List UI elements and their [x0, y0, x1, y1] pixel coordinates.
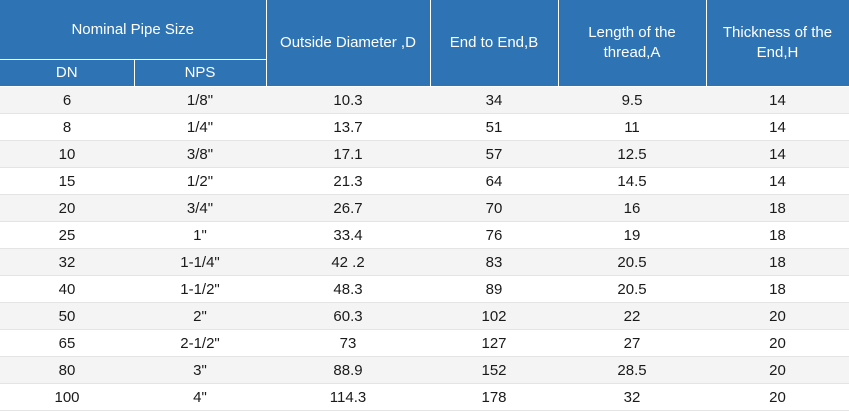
- cell-outside-diameter: 13.7: [266, 113, 430, 141]
- cell-nps: 2": [134, 302, 266, 330]
- table-row: 50 2" 60.3 102 22 20: [0, 302, 849, 330]
- cell-outside-diameter: 26.7: [266, 194, 430, 222]
- cell-outside-diameter: 48.3: [266, 275, 430, 303]
- cell-dn: 32: [0, 248, 134, 276]
- cell-end-to-end: 70: [430, 194, 558, 222]
- header-end-to-end: End to End,B: [430, 0, 559, 87]
- cell-thread-length: 32: [558, 383, 706, 411]
- cell-outside-diameter: 60.3: [266, 302, 430, 330]
- cell-thread-length: 16: [558, 194, 706, 222]
- cell-thickness: 14: [706, 113, 849, 141]
- table-row: 8 1/4" 13.7 51 11 14: [0, 113, 849, 141]
- cell-end-to-end: 127: [430, 329, 558, 357]
- header-dn: DN: [0, 59, 135, 87]
- cell-nps: 3": [134, 356, 266, 384]
- cell-end-to-end: 76: [430, 221, 558, 249]
- cell-outside-diameter: 33.4: [266, 221, 430, 249]
- table-row: 80 3" 88.9 152 28.5 20: [0, 356, 849, 384]
- cell-thickness: 20: [706, 383, 849, 411]
- cell-dn: 10: [0, 140, 134, 168]
- cell-thread-length: 28.5: [558, 356, 706, 384]
- cell-dn: 100: [0, 383, 134, 411]
- cell-dn: 65: [0, 329, 134, 357]
- cell-thickness: 14: [706, 140, 849, 168]
- header-outside-diameter: Outside Diameter ,D: [266, 0, 431, 87]
- table-row: 40 1-1/2" 48.3 89 20.5 18: [0, 275, 849, 303]
- cell-outside-diameter: 21.3: [266, 167, 430, 195]
- cell-dn: 50: [0, 302, 134, 330]
- table-row: 6 1/8" 10.3 34 9.5 14: [0, 86, 849, 114]
- cell-thread-length: 9.5: [558, 86, 706, 114]
- cell-thread-length: 27: [558, 329, 706, 357]
- table-row: 100 4" 114.3 178 32 20: [0, 383, 849, 411]
- header-nominal-pipe-size: Nominal Pipe Size: [0, 0, 267, 60]
- header-nps: NPS: [134, 59, 267, 87]
- cell-end-to-end: 178: [430, 383, 558, 411]
- cell-thickness: 14: [706, 167, 849, 195]
- cell-thread-length: 22: [558, 302, 706, 330]
- cell-thickness: 18: [706, 194, 849, 222]
- cell-dn: 80: [0, 356, 134, 384]
- table-row: 65 2-1/2" 73 127 27 20: [0, 329, 849, 357]
- cell-dn: 6: [0, 86, 134, 114]
- table-row: 32 1-1/4" 42 .2 83 20.5 18: [0, 248, 849, 276]
- cell-nps: 1/2": [134, 167, 266, 195]
- header-thickness: Thickness of the End,H: [706, 0, 849, 87]
- cell-thread-length: 20.5: [558, 275, 706, 303]
- table-row: 20 3/4" 26.7 70 16 18: [0, 194, 849, 222]
- cell-outside-diameter: 73: [266, 329, 430, 357]
- cell-thickness: 18: [706, 221, 849, 249]
- cell-end-to-end: 152: [430, 356, 558, 384]
- table-row: 15 1/2" 21.3 64 14.5 14: [0, 167, 849, 195]
- cell-dn: 15: [0, 167, 134, 195]
- cell-outside-diameter: 114.3: [266, 383, 430, 411]
- header-row-top: Nominal Pipe Size Outside Diameter ,D En…: [0, 0, 849, 87]
- cell-nps: 1-1/2": [134, 275, 266, 303]
- cell-thickness: 20: [706, 356, 849, 384]
- cell-nps: 1-1/4": [134, 248, 266, 276]
- cell-thread-length: 12.5: [558, 140, 706, 168]
- cell-end-to-end: 102: [430, 302, 558, 330]
- cell-end-to-end: 51: [430, 113, 558, 141]
- table-row: 25 1" 33.4 76 19 18: [0, 221, 849, 249]
- cell-nps: 3/8": [134, 140, 266, 168]
- cell-thread-length: 20.5: [558, 248, 706, 276]
- cell-nps: 2-1/2": [134, 329, 266, 357]
- cell-end-to-end: 64: [430, 167, 558, 195]
- cell-nps: 4": [134, 383, 266, 411]
- table-row: 10 3/8" 17.1 57 12.5 14: [0, 140, 849, 168]
- header-thread-length: Length of the thread,A: [558, 0, 707, 87]
- cell-outside-diameter: 88.9: [266, 356, 430, 384]
- cell-end-to-end: 34: [430, 86, 558, 114]
- cell-dn: 25: [0, 221, 134, 249]
- cell-nps: 1/8": [134, 86, 266, 114]
- cell-dn: 20: [0, 194, 134, 222]
- cell-outside-diameter: 10.3: [266, 86, 430, 114]
- cell-end-to-end: 89: [430, 275, 558, 303]
- cell-thickness: 20: [706, 329, 849, 357]
- cell-nps: 1/4": [134, 113, 266, 141]
- header-row-sub: DN NPS: [0, 59, 849, 87]
- cell-outside-diameter: 42 .2: [266, 248, 430, 276]
- cell-nps: 3/4": [134, 194, 266, 222]
- cell-thread-length: 14.5: [558, 167, 706, 195]
- cell-thread-length: 11: [558, 113, 706, 141]
- cell-end-to-end: 57: [430, 140, 558, 168]
- cell-outside-diameter: 17.1: [266, 140, 430, 168]
- cell-end-to-end: 83: [430, 248, 558, 276]
- table-body: 6 1/8" 10.3 34 9.5 14 8 1/4" 13.7 51 11 14 10 3/8" 17.…: [0, 86, 849, 411]
- cell-thickness: 14: [706, 86, 849, 114]
- cell-nps: 1": [134, 221, 266, 249]
- cell-dn: 8: [0, 113, 134, 141]
- cell-thickness: 20: [706, 302, 849, 330]
- cell-thread-length: 19: [558, 221, 706, 249]
- cell-dn: 40: [0, 275, 134, 303]
- cell-thickness: 18: [706, 248, 849, 276]
- cell-thickness: 18: [706, 275, 849, 303]
